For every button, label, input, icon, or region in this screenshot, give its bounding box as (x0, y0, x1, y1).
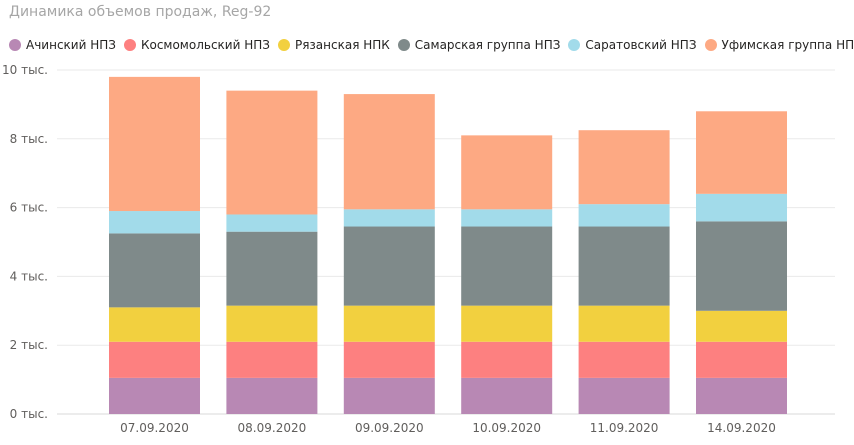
x-tick-label: 09.09.2020 (355, 421, 424, 435)
legend-label: Ачинский НПЗ (26, 38, 116, 52)
bar-segment[interactable] (109, 307, 200, 342)
bar-segment[interactable] (461, 341, 553, 378)
legend-marker (277, 39, 290, 51)
bar-segment[interactable] (696, 221, 787, 311)
legend-marker (704, 39, 717, 51)
legend-marker (123, 39, 136, 51)
x-tick-label: 07.09.2020 (120, 421, 189, 435)
bar-segment[interactable] (343, 209, 435, 227)
bar-segment[interactable] (578, 377, 670, 414)
y-tick-label: 10 тыс. (2, 63, 48, 77)
chart-legend: Ачинский НПЗ Космомольский НПЗ Рязанская Н… (9, 36, 854, 54)
bar-segment[interactable] (109, 76, 200, 212)
x-tick-label: 11.09.2020 (590, 421, 659, 435)
bar-segment[interactable] (696, 377, 787, 414)
x-tick-label: 08.09.2020 (238, 421, 307, 435)
bar-segment[interactable] (461, 135, 553, 210)
bar-segment[interactable] (461, 209, 553, 227)
bar-segment[interactable] (696, 111, 787, 194)
bar-segment[interactable] (109, 377, 200, 414)
legend-item[interactable]: Ачинский НПЗ (9, 38, 116, 52)
bar-segment[interactable] (578, 130, 670, 205)
bar-segment[interactable] (343, 226, 435, 306)
legend-marker (568, 39, 581, 51)
bar-segment[interactable] (578, 305, 670, 342)
legend-marker (9, 39, 21, 51)
y-tick-label: 6 тыс. (10, 201, 48, 215)
bar-segment[interactable] (109, 211, 200, 234)
legend-item[interactable]: Рязанская НПК (277, 38, 390, 52)
chart-title: Динамика объемов продаж, Reg-92 (9, 4, 272, 20)
bar-segment[interactable] (696, 341, 787, 378)
bar-segment[interactable] (226, 305, 318, 342)
y-tick-label: 0 тыс. (10, 407, 48, 421)
legend-item[interactable]: Самарская группа НПЗ (397, 38, 561, 52)
bar-segment[interactable] (343, 377, 435, 414)
bar-segment[interactable] (226, 341, 318, 378)
legend-item[interactable]: Уфимская группа НПЗ (704, 38, 854, 52)
y-tick-label: 2 тыс. (10, 338, 48, 352)
y-tick-label: 8 тыс. (10, 132, 48, 146)
bar-segment[interactable] (226, 377, 318, 414)
bar-segment[interactable] (343, 94, 435, 210)
bar-segment[interactable] (226, 90, 318, 215)
x-tick-label: 10.09.2020 (472, 421, 541, 435)
legend-label: Уфимская группа НПЗ (721, 38, 854, 52)
legend-label: Саратовский НПЗ (585, 38, 697, 52)
legend-label: Рязанская НПК (294, 38, 390, 52)
legend-label: Космомольский НПЗ (140, 38, 270, 52)
bar-segment[interactable] (461, 305, 553, 342)
bar-segment[interactable] (578, 226, 670, 306)
bar-segment[interactable] (226, 231, 318, 306)
legend-item[interactable]: Саратовский НПЗ (568, 38, 697, 52)
x-tick-label: 14.09.2020 (707, 421, 776, 435)
bar-segment[interactable] (109, 341, 200, 378)
legend-marker (397, 39, 410, 51)
y-tick-label: 4 тыс. (10, 269, 48, 283)
bar-segment[interactable] (461, 226, 553, 306)
bar-segment[interactable] (696, 193, 787, 222)
bar-segment[interactable] (578, 341, 670, 378)
bar-segment[interactable] (461, 377, 553, 414)
bar-segment[interactable] (578, 204, 670, 227)
bar-segment[interactable] (109, 233, 200, 308)
bar-segment[interactable] (343, 341, 435, 378)
bar-segment[interactable] (696, 310, 787, 342)
bar-segment[interactable] (343, 305, 435, 342)
legend-label: Самарская группа НПЗ (414, 38, 561, 52)
bar-segment[interactable] (226, 214, 318, 232)
legend-item[interactable]: Космомольский НПЗ (123, 38, 270, 52)
